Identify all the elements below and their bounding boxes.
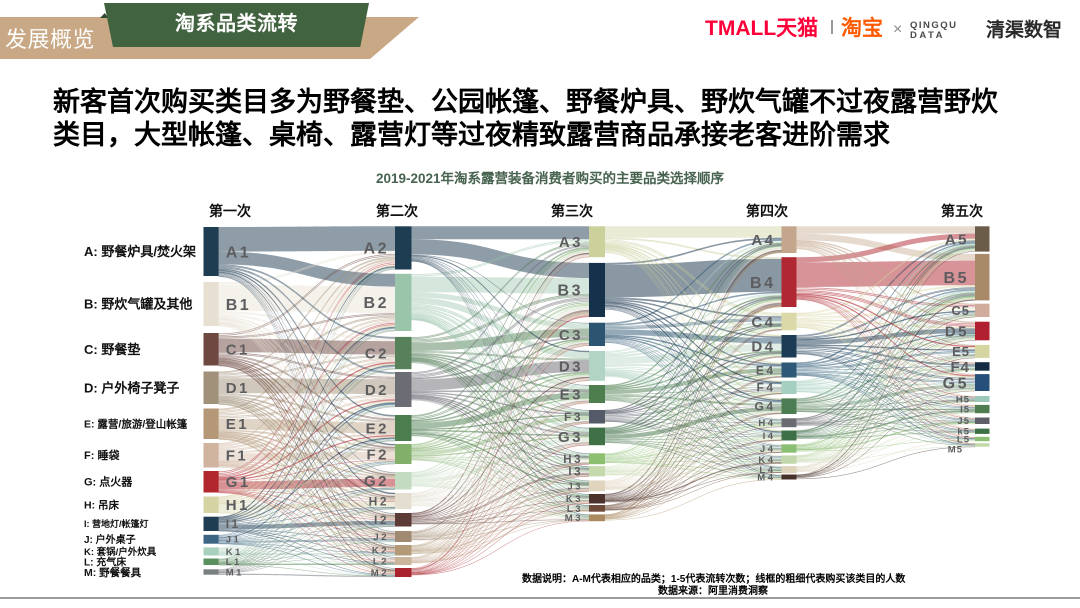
svg-text:清渠数智: 清渠数智 xyxy=(986,18,1062,41)
svg-text:E4: E4 xyxy=(756,363,776,377)
svg-text:H4: H4 xyxy=(758,418,775,429)
svg-text:C2: C2 xyxy=(365,345,389,362)
svg-text:J1: J1 xyxy=(226,535,242,546)
svg-text:B3: B3 xyxy=(558,283,583,300)
svg-text:H3: H3 xyxy=(563,454,583,466)
svg-text:C4: C4 xyxy=(751,314,775,331)
svg-text:D4: D4 xyxy=(751,339,775,356)
svg-text:J5: J5 xyxy=(957,416,970,427)
svg-text:B4: B4 xyxy=(750,275,775,292)
svg-text:G4: G4 xyxy=(754,400,775,414)
svg-text:淘宝: 淘宝 xyxy=(841,16,883,40)
svg-text:G2: G2 xyxy=(364,473,389,490)
svg-text:H2: H2 xyxy=(369,494,389,508)
svg-text:B: 野炊气罐及其他: B: 野炊气罐及其他 xyxy=(84,297,192,312)
svg-text:I: 营地灯/帐篷灯: I: 营地灯/帐篷灯 xyxy=(84,518,149,529)
svg-text:I5: I5 xyxy=(960,405,970,416)
svg-text:F1: F1 xyxy=(226,448,249,465)
svg-text:M2: M2 xyxy=(371,568,389,579)
svg-text:K4: K4 xyxy=(758,455,775,466)
svg-text:I3: I3 xyxy=(568,466,583,478)
svg-text:第五次: 第五次 xyxy=(941,203,983,219)
svg-text:L2: L2 xyxy=(373,556,389,567)
svg-text:M5: M5 xyxy=(948,445,963,456)
svg-text:F4: F4 xyxy=(756,381,775,395)
svg-text:F4: F4 xyxy=(950,359,970,376)
svg-text:J4: J4 xyxy=(760,444,776,455)
svg-text:M4: M4 xyxy=(757,472,775,483)
svg-text:H5: H5 xyxy=(956,394,970,405)
svg-text:J2: J2 xyxy=(373,532,389,543)
svg-text:k5: k5 xyxy=(957,427,970,438)
svg-text:I4: I4 xyxy=(763,431,776,442)
svg-text:K3: K3 xyxy=(566,494,583,505)
svg-text:L4: L4 xyxy=(759,465,775,476)
svg-text:E3: E3 xyxy=(560,386,583,403)
svg-text:M3: M3 xyxy=(565,513,583,524)
svg-text:F3: F3 xyxy=(564,410,583,424)
svg-text:第二次: 第二次 xyxy=(376,203,418,219)
svg-text:E1: E1 xyxy=(226,416,249,433)
svg-text:J: 户外桌子: J: 户外桌子 xyxy=(84,533,136,546)
svg-text:C: 野餐垫: C: 野餐垫 xyxy=(84,342,140,357)
svg-text:D: 户外椅子凳子: D: 户外椅子凳子 xyxy=(84,380,179,395)
svg-text:A5: A5 xyxy=(945,231,969,248)
svg-text:F: 睡袋: F: 睡袋 xyxy=(84,448,120,462)
svg-text:D5: D5 xyxy=(945,323,969,340)
svg-text:C3: C3 xyxy=(559,327,583,344)
svg-text:D1: D1 xyxy=(226,380,250,397)
svg-text:K2: K2 xyxy=(372,546,389,557)
svg-text:G3: G3 xyxy=(558,429,583,446)
svg-text:L: 充气床: L: 充气床 xyxy=(84,555,127,568)
svg-text:L1: L1 xyxy=(226,557,242,568)
svg-text:M1: M1 xyxy=(226,567,244,578)
svg-text:C1: C1 xyxy=(226,342,250,359)
svg-text:A: 野餐炉具/焚火架: A: 野餐炉具/焚火架 xyxy=(84,244,196,259)
svg-text:A3: A3 xyxy=(559,234,583,251)
svg-text:DATA: DATA xyxy=(910,30,945,41)
svg-text:K1: K1 xyxy=(226,547,243,558)
svg-text:E: 露营/旅游/登山帐篷: E: 露营/旅游/登山帐篷 xyxy=(84,418,188,431)
svg-text:B5: B5 xyxy=(944,270,969,287)
svg-text:F2: F2 xyxy=(366,446,389,463)
svg-text:第一次: 第一次 xyxy=(209,203,251,219)
svg-text:J3: J3 xyxy=(567,481,583,492)
svg-text:H: 吊床: H: 吊床 xyxy=(84,499,119,512)
svg-text:TMALL天猫: TMALL天猫 xyxy=(705,17,818,40)
svg-text:L5: L5 xyxy=(957,434,970,445)
svg-text:QINGQU: QINGQU xyxy=(910,20,958,31)
svg-text:B1: B1 xyxy=(226,297,251,314)
svg-text:C5: C5 xyxy=(951,303,970,318)
svg-text:I1: I1 xyxy=(226,517,241,531)
svg-text:B2: B2 xyxy=(364,295,389,312)
svg-text:D3: D3 xyxy=(559,358,583,375)
svg-text:G5: G5 xyxy=(943,375,969,392)
svg-text:A4: A4 xyxy=(751,232,775,249)
svg-text:E5: E5 xyxy=(952,344,970,359)
svg-text:G: 点火器: G: 点火器 xyxy=(84,475,133,489)
svg-text:第三次: 第三次 xyxy=(551,203,593,219)
svg-text:E2: E2 xyxy=(366,420,389,437)
svg-text:L3: L3 xyxy=(567,504,583,515)
svg-text:A1: A1 xyxy=(226,244,251,261)
svg-text:I2: I2 xyxy=(374,513,389,527)
svg-text:×: × xyxy=(893,21,902,38)
svg-text:H1: H1 xyxy=(226,497,250,514)
svg-text:第四次: 第四次 xyxy=(746,203,788,219)
svg-text:M: 野餐餐具: M: 野餐餐具 xyxy=(84,566,142,579)
svg-text:G1: G1 xyxy=(226,474,251,491)
svg-text:A2: A2 xyxy=(364,241,389,258)
svg-text:D2: D2 xyxy=(365,382,389,399)
svg-text:K: 套锅/户外炊具: K: 套锅/户外炊具 xyxy=(84,546,157,558)
